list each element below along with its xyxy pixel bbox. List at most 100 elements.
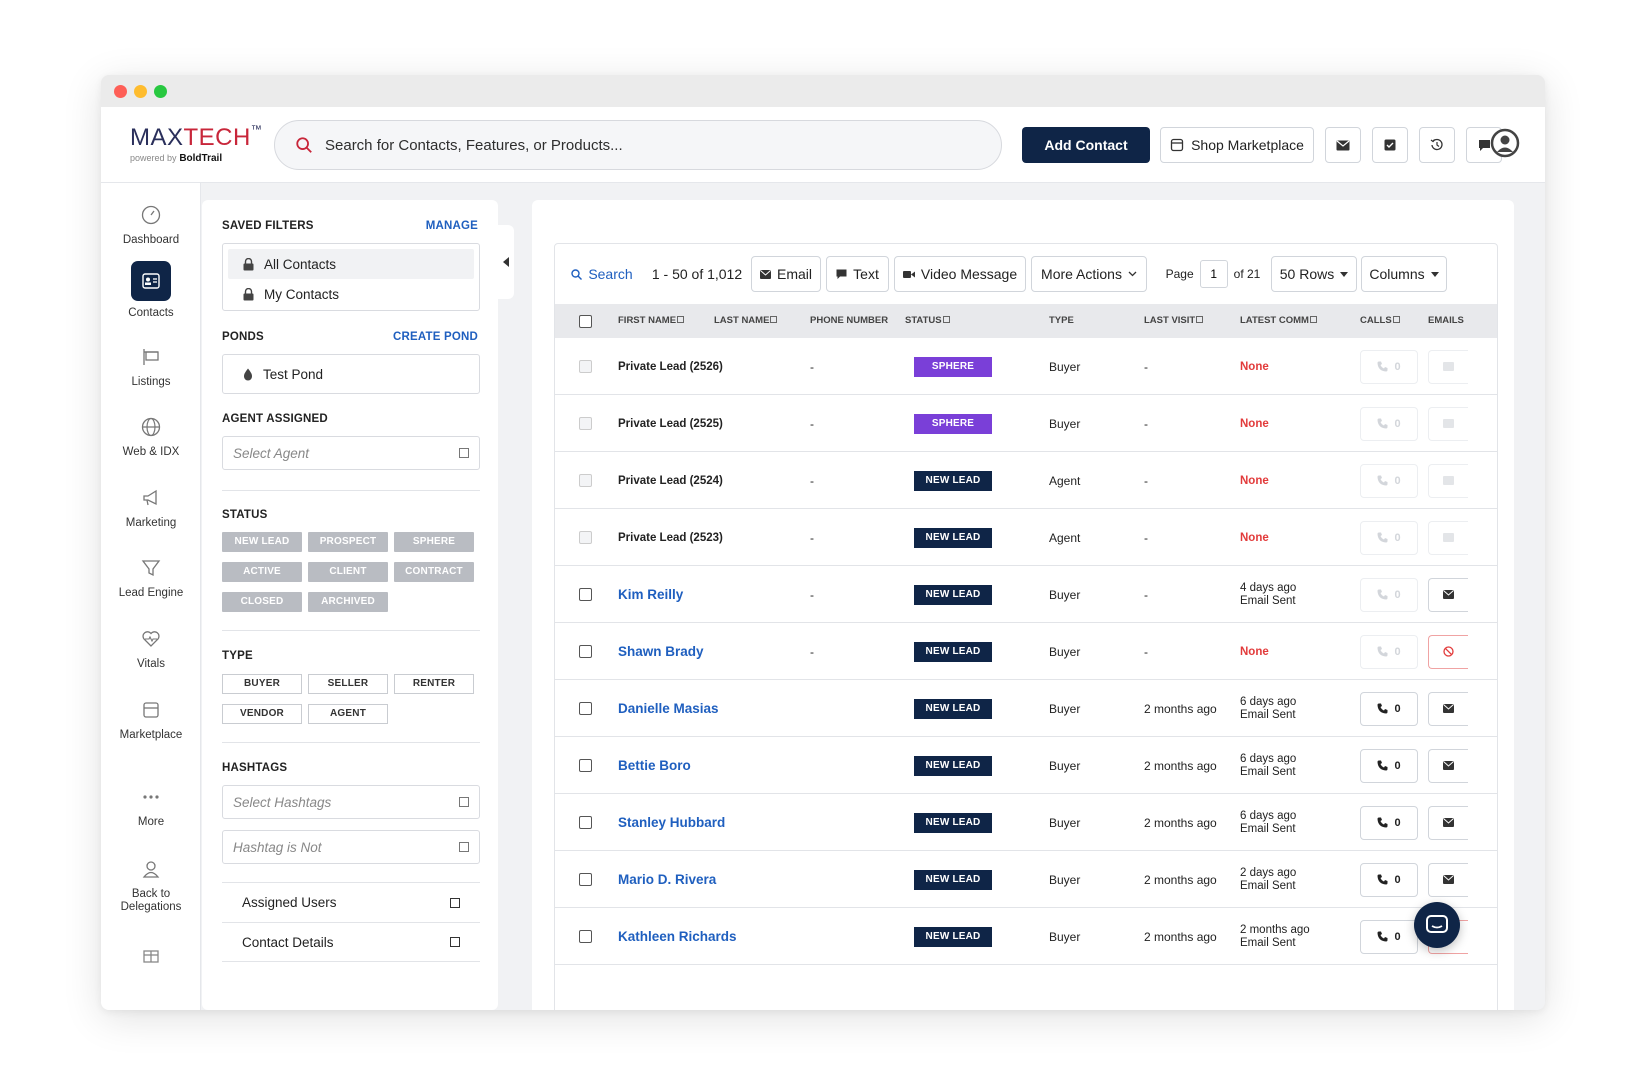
contact-details-section[interactable]: Contact Details — [222, 922, 480, 962]
row-checkbox[interactable] — [579, 816, 592, 829]
contact-name[interactable]: Danielle Masias — [618, 701, 719, 716]
table-row[interactable]: Shawn Brady - NEW LEAD Buyer - None 0 — [555, 623, 1497, 680]
nav-lead-engine[interactable]: Lead Engine — [101, 554, 201, 599]
type-chip-seller[interactable]: SELLER — [308, 674, 388, 694]
hashtag-is-not-dropdown[interactable]: Hashtag is Not — [222, 830, 480, 864]
nav-marketing[interactable]: Marketing — [101, 484, 201, 529]
status-chip-sphere[interactable]: SPHERE — [394, 532, 474, 552]
table-row[interactable]: Kim Reilly - NEW LEAD Buyer - 4 days ago Email… — [555, 566, 1497, 623]
table-row[interactable]: Private Lead (2523) - NEW LEAD Agent - None 0 — [555, 509, 1497, 566]
contact-name[interactable]: Kim Reilly — [618, 587, 684, 602]
nav-contacts[interactable]: Contacts — [101, 261, 201, 319]
row-checkbox[interactable] — [579, 588, 592, 601]
pond-test-pond[interactable]: Test Pond — [222, 354, 480, 394]
status-chip-prospect[interactable]: PROSPECT — [308, 532, 388, 552]
close-window-button[interactable] — [114, 85, 127, 98]
select-hashtags-dropdown[interactable]: Select Hashtags — [222, 785, 480, 819]
table-search-button[interactable]: Search — [567, 256, 637, 292]
rows-per-page-dropdown[interactable]: 50 Rows — [1271, 256, 1357, 292]
row-checkbox[interactable] — [579, 873, 592, 886]
contact-name[interactable]: Mario D. Rivera — [618, 872, 717, 887]
assigned-users-section[interactable]: Assigned Users — [222, 882, 480, 922]
saved-filter-my-contacts[interactable]: My Contacts — [223, 279, 479, 309]
global-search-input[interactable] — [325, 136, 925, 154]
add-contact-button[interactable]: Add Contact — [1022, 127, 1150, 163]
email-contact-button[interactable] — [1428, 691, 1468, 726]
nav-vitals[interactable]: Vitals — [101, 625, 201, 670]
history-button[interactable] — [1419, 127, 1455, 163]
select-agent-dropdown[interactable]: Select Agent — [222, 436, 480, 470]
col-latest-comm[interactable]: LATEST COMM — [1240, 304, 1317, 338]
col-calls[interactable]: CALLS — [1360, 304, 1400, 338]
type-chip-buyer[interactable]: BUYER — [222, 674, 302, 694]
table-row[interactable]: Bettie Boro NEW LEAD Buyer 2 months ago 6 da… — [555, 737, 1497, 794]
maximize-window-button[interactable] — [154, 85, 167, 98]
table-row[interactable]: Mario D. Rivera NEW LEAD Buyer 2 months ago… — [555, 851, 1497, 908]
shop-marketplace-button[interactable]: Shop Marketplace — [1160, 127, 1314, 163]
mail-button[interactable] — [1325, 127, 1361, 163]
global-search[interactable] — [274, 120, 1002, 170]
col-last-name[interactable]: LAST NAME — [714, 304, 778, 338]
call-contact-button[interactable]: 0 — [1360, 349, 1418, 384]
row-checkbox[interactable] — [579, 531, 592, 544]
email-contact-button[interactable] — [1428, 577, 1468, 612]
col-last-visit[interactable]: LAST VISIT — [1144, 304, 1204, 338]
col-type[interactable]: TYPE — [1049, 304, 1074, 338]
nav-back-delegations[interactable]: Back to Delegations — [101, 855, 201, 914]
row-checkbox[interactable] — [579, 417, 592, 430]
nav-dashboard[interactable]: Dashboard — [101, 201, 201, 246]
email-contact-button[interactable] — [1428, 748, 1468, 783]
video-message-button[interactable]: Video Message — [894, 256, 1026, 292]
call-contact-button[interactable]: 0 — [1360, 634, 1418, 669]
call-contact-button[interactable]: 0 — [1360, 691, 1418, 726]
row-checkbox[interactable] — [579, 930, 592, 943]
call-contact-button[interactable]: 0 — [1360, 748, 1418, 783]
contact-name[interactable]: Bettie Boro — [618, 758, 691, 773]
contact-name[interactable]: Kathleen Richards — [618, 929, 737, 944]
call-contact-button[interactable]: 0 — [1360, 919, 1418, 954]
saved-filter-all-contacts[interactable]: All Contacts — [228, 249, 474, 279]
call-contact-button[interactable]: 0 — [1360, 862, 1418, 897]
type-chip-renter[interactable]: RENTER — [394, 674, 474, 694]
call-contact-button[interactable]: 0 — [1360, 805, 1418, 840]
manage-filters-link[interactable]: MANAGE — [425, 220, 478, 232]
support-chat-button[interactable] — [1414, 902, 1460, 948]
status-chip-contract[interactable]: CONTRACT — [394, 562, 474, 582]
select-all-checkbox[interactable] — [579, 304, 592, 338]
status-chip-new-lead[interactable]: NEW LEAD — [222, 532, 302, 552]
row-checkbox[interactable] — [579, 702, 592, 715]
type-chip-vendor[interactable]: VENDOR — [222, 704, 302, 724]
status-chip-archived[interactable]: ARCHIVED — [308, 592, 388, 612]
nav-gift[interactable] — [101, 940, 201, 973]
table-row[interactable]: Private Lead (2525) - SPHERE Buyer - None 0 — [555, 395, 1497, 452]
call-contact-button[interactable]: 0 — [1360, 406, 1418, 441]
contact-name[interactable]: Stanley Hubbard — [618, 815, 726, 830]
status-chip-closed[interactable]: CLOSED — [222, 592, 302, 612]
col-first-name[interactable]: FIRST NAME — [618, 304, 685, 338]
row-checkbox[interactable] — [579, 474, 592, 487]
email-contact-button[interactable] — [1428, 805, 1468, 840]
col-status[interactable]: STATUS — [905, 304, 950, 338]
create-pond-link[interactable]: CREATE POND — [392, 331, 478, 343]
email-contact-button[interactable] — [1428, 463, 1468, 498]
user-avatar-icon[interactable] — [1490, 128, 1520, 158]
more-actions-dropdown[interactable]: More Actions — [1031, 256, 1147, 292]
call-contact-button[interactable]: 0 — [1360, 520, 1418, 555]
col-phone-number[interactable]: PHONE NUMBER — [810, 304, 888, 338]
table-row[interactable]: Danielle Masias NEW LEAD Buyer 2 months ago… — [555, 680, 1497, 737]
row-checkbox[interactable] — [579, 759, 592, 772]
nav-marketplace[interactable]: Marketplace — [101, 696, 201, 741]
table-row[interactable]: Private Lead (2524) - NEW LEAD Agent - None 0 — [555, 452, 1497, 509]
email-contact-button[interactable] — [1428, 406, 1468, 441]
text-action-button[interactable]: Text — [826, 256, 889, 292]
nav-listings[interactable]: Listings — [101, 343, 201, 388]
maxtech-logo[interactable]: MAXTECH™ powered by BoldTrail — [130, 124, 262, 164]
table-row[interactable]: Kathleen Richards NEW LEAD Buyer 2 months a… — [555, 908, 1497, 965]
nav-more[interactable]: More — [101, 783, 201, 828]
email-action-button[interactable]: Email — [751, 256, 821, 292]
email-contact-button[interactable] — [1428, 634, 1468, 669]
email-contact-button[interactable] — [1428, 349, 1468, 384]
call-contact-button[interactable]: 0 — [1360, 577, 1418, 612]
email-contact-button[interactable] — [1428, 520, 1468, 555]
tasks-button[interactable] — [1372, 127, 1408, 163]
